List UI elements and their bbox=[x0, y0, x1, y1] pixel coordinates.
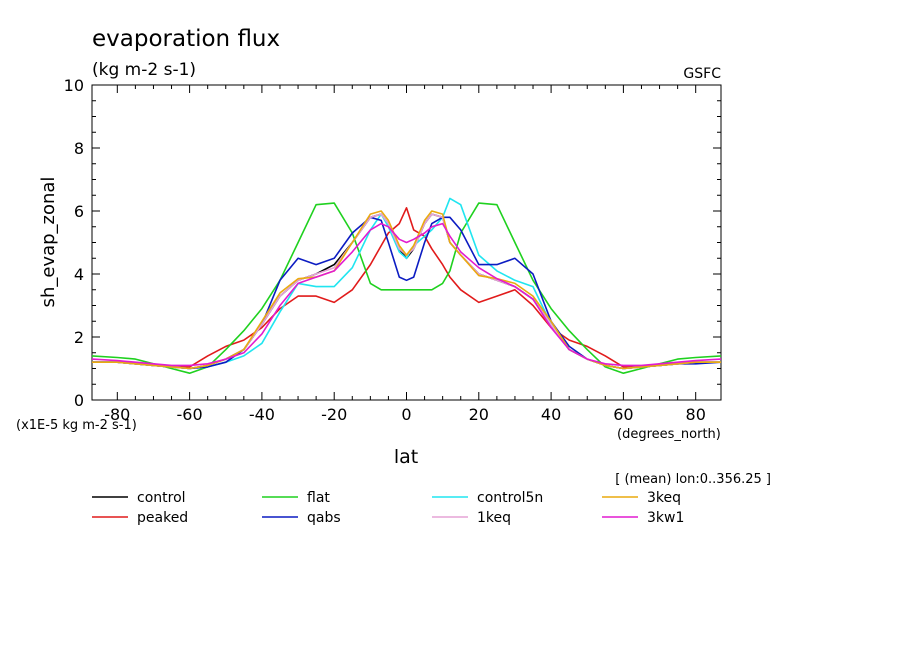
x-tick-label: 20 bbox=[469, 405, 489, 424]
y-tick-label: 10 bbox=[64, 76, 84, 95]
average-note: [ (mean) lon:0..356.25 ] bbox=[615, 472, 771, 487]
axes: 0 2 4 6 8 10 -80 -60 -40 -20 0 20 40 60 80 bbox=[64, 76, 722, 424]
legend-label: 3kw1 bbox=[647, 510, 684, 526]
series-line-peaked bbox=[92, 207, 721, 368]
y-scale-note: (x1E-5 kg m-2 s-1) bbox=[16, 418, 137, 433]
legend: control flat control5n 3keq peaked qabs 1keq 3k… bbox=[92, 490, 684, 526]
chart-title: evaporation flux bbox=[92, 26, 280, 52]
legend-label: 1keq bbox=[477, 510, 511, 526]
x-units-label: (degrees_north) bbox=[617, 427, 721, 442]
series-line-3kw1 bbox=[91, 222, 722, 367]
legend-label: control5n bbox=[477, 490, 543, 506]
y-tick-label: 4 bbox=[74, 265, 84, 284]
y-axis-label: sh_evap_zonal bbox=[38, 177, 59, 308]
y-tick-label: 0 bbox=[74, 391, 84, 410]
x-axis-label: lat bbox=[394, 446, 418, 468]
y-tick-label: 8 bbox=[74, 139, 84, 158]
x-tick-label: -60 bbox=[177, 405, 203, 424]
x-tick-label: -40 bbox=[249, 405, 275, 424]
series-lines bbox=[91, 197, 722, 375]
source-label: GSFC bbox=[683, 66, 721, 82]
x-tick-label: 60 bbox=[613, 405, 633, 424]
x-tick-label: 80 bbox=[686, 405, 706, 424]
y-tick-label: 6 bbox=[74, 202, 84, 221]
legend-label: control bbox=[137, 490, 186, 506]
legend-label: qabs bbox=[307, 510, 341, 526]
legend-label: peaked bbox=[137, 510, 188, 526]
y-tick-label: 2 bbox=[74, 328, 84, 347]
x-tick-label: 0 bbox=[401, 405, 411, 424]
series-line-flat bbox=[91, 202, 722, 375]
x-tick-label: -80 bbox=[104, 405, 130, 424]
chart-subtitle: (kg m-2 s-1) bbox=[92, 60, 196, 80]
x-tick-label: -20 bbox=[321, 405, 347, 424]
legend-label: 3keq bbox=[647, 490, 681, 506]
x-tick-label: 40 bbox=[541, 405, 561, 424]
legend-label: flat bbox=[307, 490, 330, 506]
